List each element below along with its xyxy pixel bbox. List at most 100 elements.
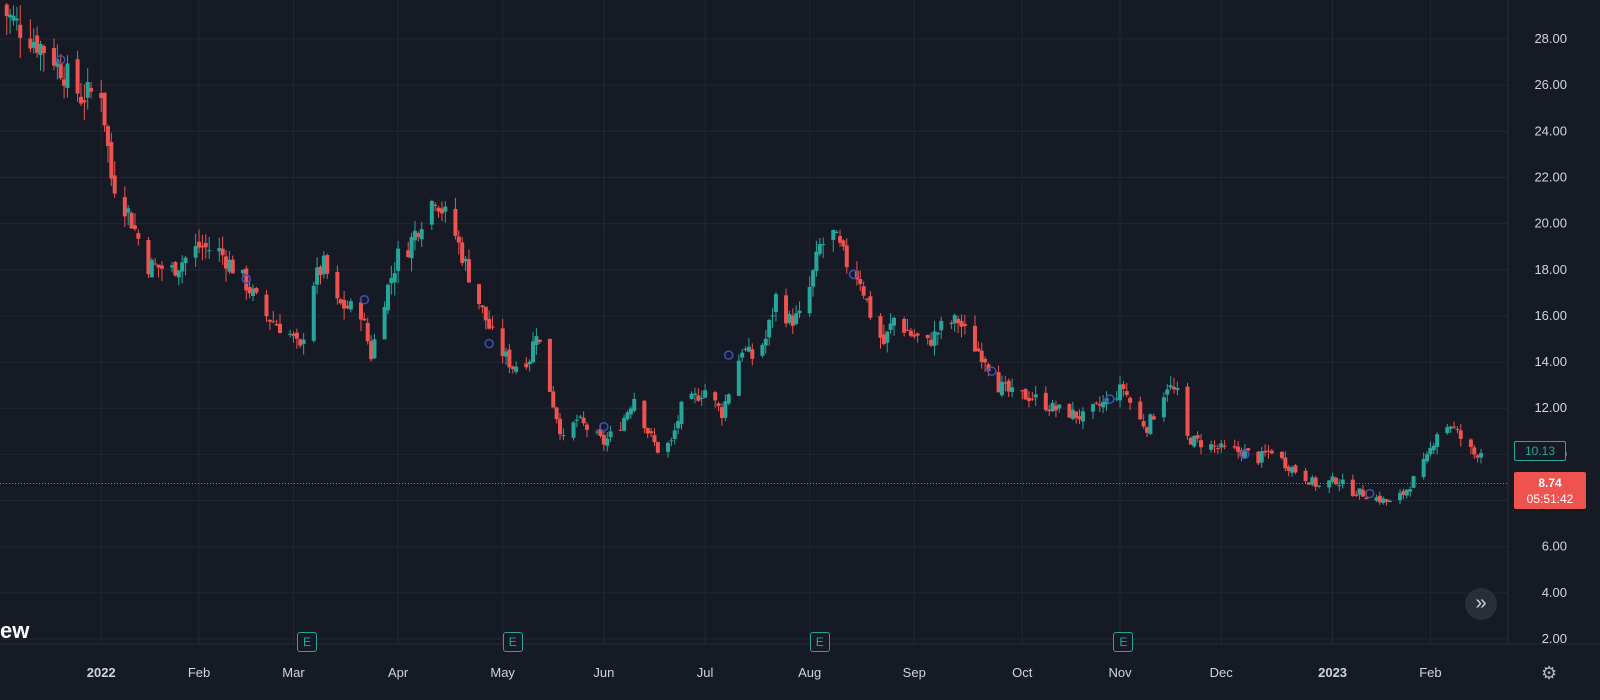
time-tick-label: Feb [1419,665,1441,680]
candle-body [254,287,259,293]
scroll-to-realtime-button[interactable]: » [1465,588,1497,620]
candle-body [1387,500,1392,503]
candle-body [1458,430,1463,439]
candle-body [315,267,320,285]
candle-body [156,264,161,268]
candle-body [976,348,981,352]
time-tick-label: Jun [593,665,614,680]
candle-body [908,330,913,336]
candle-body [797,310,802,314]
candle-body [129,212,134,229]
candle-body [1350,479,1355,496]
last-price-label: 10.13 [1514,441,1566,461]
candle-body [1384,499,1389,502]
candle-body [1236,446,1241,452]
current-price-label: 8.74 05:51:42 [1514,472,1586,509]
candle-body [865,298,870,300]
brand-watermark: ew [0,618,30,643]
candle-body [676,421,681,429]
candle-body [929,339,934,346]
candle-body [1293,465,1298,473]
candle-body [784,295,789,324]
time-tick-label: Sep [903,665,926,680]
candle-body [335,271,340,299]
candle-body [122,197,127,217]
candle-body [841,240,846,247]
candle-body [136,233,141,239]
candle-body [11,15,16,21]
earnings-marker-icon[interactable]: E [1113,632,1134,652]
gear-icon[interactable]: ⚙ [1541,663,1558,683]
candle-body [1337,485,1342,487]
candle-body [510,366,515,370]
earnings-marker-icon[interactable]: E [296,632,317,652]
candle-body [99,92,104,99]
candle-body [1145,427,1150,433]
candle-body [1219,443,1224,448]
candle-body [207,250,212,252]
candle-body [1026,397,1031,401]
candle-body [439,208,444,214]
candle-body [38,43,43,56]
candle-body [979,350,984,363]
candle-body [267,319,272,322]
candle-body [1448,426,1453,429]
candle-body [65,63,70,88]
candle-body [105,126,110,146]
candle-body [743,348,748,351]
candle-body [1310,477,1315,485]
candle-body [483,306,488,321]
candle-body [740,352,745,358]
candle-body [1195,435,1200,439]
candle-body [622,417,627,431]
candle-body [773,294,778,312]
candle-body [649,431,654,434]
candle-body [1121,384,1126,389]
candle-body [301,339,306,344]
price-tick-label: 28.00 [1534,31,1567,46]
candle-body [972,325,977,352]
candle-body [787,314,792,323]
candle-body [1242,449,1247,459]
price-tick-label: 24.00 [1534,123,1567,138]
candle-body [1101,401,1106,408]
candle-body [1212,445,1217,447]
earnings-marker-icon[interactable]: E [809,632,830,652]
candle-body [713,392,718,401]
candle-body [831,229,836,240]
candle-body [1010,387,1015,392]
candle-body [203,243,208,248]
candle-body [750,349,755,359]
candle-body [477,284,482,304]
time-tick-label: 2022 [87,665,116,680]
candle-body [126,208,131,213]
candle-body [888,323,893,330]
time-tick-label: Jul [697,665,714,680]
candle-body [1256,451,1261,464]
candle-body [672,430,677,439]
candle-body [605,438,610,446]
candle-body [514,366,519,372]
candle-body [844,245,849,268]
candle-body [1360,489,1365,497]
dividend-marker [987,366,997,377]
candle-body [1381,498,1386,503]
candle-body [1411,476,1416,488]
candle-body [183,257,188,264]
candle-body [193,246,198,258]
candle-body [628,408,633,415]
candle-body [507,349,512,368]
candle-body [1070,409,1075,419]
candle-body [1290,467,1295,473]
candle-body [1172,386,1177,390]
candle-body [358,302,363,320]
dividend-marker [1240,449,1250,460]
candle-body [878,316,883,338]
candle-body [298,339,303,346]
earnings-marker-icon[interactable]: E [502,632,523,652]
candle-body [558,418,563,435]
candle-body [598,429,603,437]
candle-body [1043,392,1048,411]
